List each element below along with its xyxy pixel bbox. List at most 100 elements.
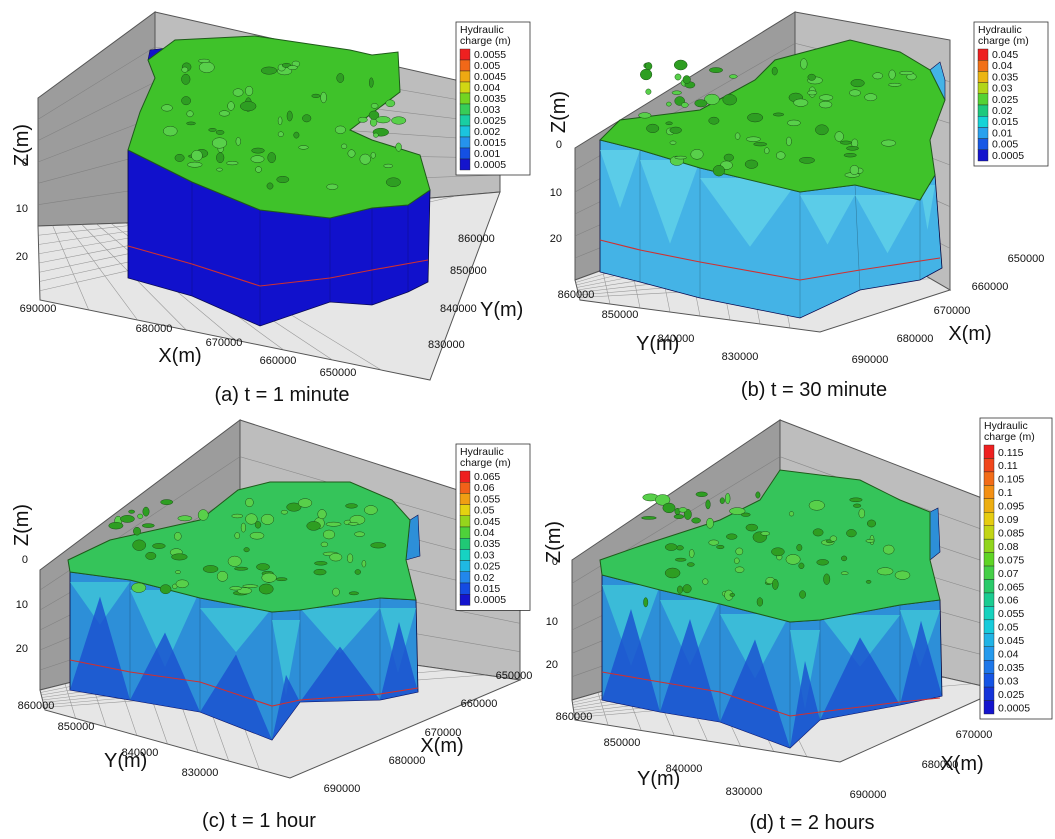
z-axis-label: Z(m) [11, 504, 33, 546]
top-contour-patch [354, 569, 361, 575]
top-contour-patch [735, 547, 744, 556]
top-contour-patch [298, 145, 309, 150]
top-contour-patch [145, 551, 157, 560]
top-contour-patch [729, 507, 746, 515]
legend-title: Hydraulic [984, 420, 1028, 432]
top-contour-patch [370, 542, 387, 549]
panel-caption: (b) t = 30 minute [741, 379, 887, 401]
top-contour-patch [142, 506, 150, 517]
top-contour-patch [849, 89, 861, 97]
top-contour-patch [674, 557, 687, 562]
z-tick-label: 10 [16, 599, 28, 611]
legend-value: 0.03 [992, 83, 1013, 95]
top-contour-patch [846, 529, 857, 538]
legend-swatch [459, 48, 471, 61]
legend-value: 0.035 [474, 538, 500, 550]
top-contour-patch [712, 165, 725, 177]
top-contour-patch [796, 544, 803, 552]
legend-swatch [459, 538, 471, 550]
domain-side-surface [929, 507, 941, 561]
top-contour-patch [690, 149, 704, 160]
legend-value: 0.11 [998, 460, 1018, 472]
top-contour-patch [686, 562, 695, 567]
x-tick-label: 690000 [850, 789, 887, 801]
side-edge [427, 189, 431, 283]
top-contour-patch [645, 88, 652, 95]
legend-swatch [977, 127, 989, 139]
top-contour-patch [708, 539, 719, 546]
side-edge [939, 599, 943, 697]
top-contour-patch [866, 519, 877, 528]
legend-value: 0.04 [998, 649, 1019, 661]
top-contour-patch [702, 578, 709, 585]
top-contour-patch [771, 547, 785, 557]
legend-swatch [459, 470, 471, 483]
top-contour-patch [347, 149, 356, 158]
top-contour-patch [133, 526, 141, 536]
top-contour-patch [395, 142, 402, 152]
top-contour-patch [245, 85, 254, 96]
legend-swatch [983, 565, 995, 580]
top-contour-patches [641, 491, 911, 608]
x-tick-label: 680000 [389, 755, 426, 767]
legend-swatch [983, 633, 995, 647]
side-contour-band [602, 608, 660, 712]
legend-value: 0.065 [474, 471, 500, 483]
top-contour-patch [152, 543, 166, 549]
legend-swatch [983, 606, 995, 621]
side-contour-band [200, 608, 272, 653]
side-contour-band [300, 608, 380, 654]
legend-value: 0.005 [992, 139, 1018, 151]
legend-swatch [977, 60, 989, 72]
top-contour-patch [385, 99, 396, 108]
side-contour-band [720, 639, 790, 748]
z-tick-label: 20 [16, 251, 28, 263]
side-contour-band [272, 674, 300, 740]
x-tick-label: 680000 [922, 759, 959, 771]
top-contour-patch [249, 531, 265, 540]
z-tick-label: 20 [546, 659, 558, 671]
legend-value: 0.015 [992, 116, 1018, 128]
top-contour-patch [741, 512, 751, 517]
top-contour-patch [341, 143, 348, 149]
top-contour-patch [747, 112, 764, 123]
top-contour-patch [694, 99, 708, 108]
top-contour-patch [853, 503, 862, 508]
legend-swatch [459, 158, 471, 171]
top-contour-patch [128, 509, 135, 514]
y-axis-label: Y(m) [480, 299, 523, 321]
legend-title: Hydraulic [978, 24, 1022, 36]
top-contour-patch [286, 502, 302, 512]
layer-boundary-line [69, 659, 419, 707]
top-contour-patch [242, 584, 259, 588]
x-tick-label: 650000 [1008, 253, 1045, 265]
legend-value: 0.03 [474, 549, 495, 561]
z-axis: 0 10 20 Z(m) [11, 504, 33, 655]
legend-swatch [983, 686, 995, 701]
top-contour-patch [760, 531, 771, 536]
side-contour-band [900, 620, 942, 705]
legend-swatch [983, 579, 995, 594]
side-contour-band [130, 632, 200, 712]
legend-title: charge (m) [460, 35, 511, 47]
top-contour-patch [674, 73, 682, 81]
top-contour-patch [108, 522, 124, 530]
y-tick-label: 830000 [428, 339, 465, 351]
top-contour-patch [251, 147, 265, 154]
top-contour-patch [664, 543, 678, 551]
top-contour-patch [216, 167, 223, 172]
top-contour-patch [245, 497, 254, 508]
top-contour-patch [682, 75, 691, 84]
top-contour-patch [643, 597, 649, 608]
top-contour-patch [704, 93, 720, 105]
top-contour-patch [641, 516, 657, 520]
legend-swatch [983, 458, 995, 473]
top-contour-patch [800, 58, 808, 70]
top-contour-patch [336, 73, 345, 83]
y-axis: 860000 850000 840000 830000 Y(m) [428, 233, 523, 351]
top-contour-patch [261, 572, 277, 583]
top-contour-patch [678, 507, 688, 513]
legend-value: 0.06 [474, 482, 495, 494]
